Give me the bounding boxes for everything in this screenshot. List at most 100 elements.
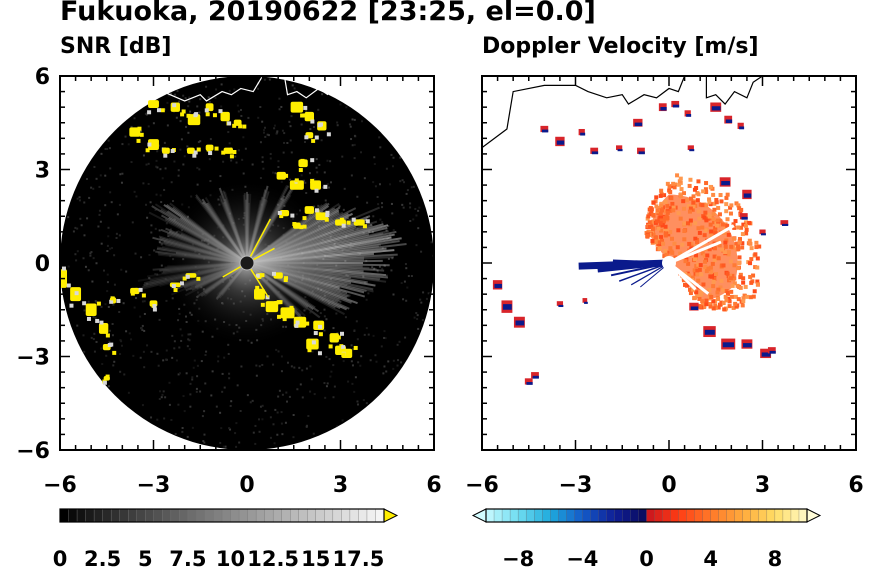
velocity-echo-navy bbox=[660, 107, 667, 111]
velocity-colorbar-cell bbox=[606, 508, 615, 523]
snr-noise-pixel bbox=[277, 160, 280, 163]
velocity-positive-cell bbox=[686, 204, 691, 209]
snr-noise-pixel bbox=[108, 340, 111, 343]
snr-noise-pixel bbox=[105, 354, 108, 357]
snr-noise-pixel bbox=[130, 338, 133, 341]
snr-noise-pixel bbox=[269, 157, 272, 160]
snr-echo-speckle bbox=[206, 147, 211, 152]
velocity-positive-cell bbox=[725, 217, 730, 222]
snr-noise-pixel bbox=[273, 124, 276, 127]
velocity-positive-cell bbox=[738, 275, 743, 280]
snr-noise-pixel bbox=[187, 333, 190, 336]
velocity-positive-cell bbox=[723, 244, 728, 249]
velocity-positive-cell bbox=[712, 276, 717, 281]
velocity-positive-cell bbox=[748, 241, 753, 246]
snr-noise-pixel bbox=[102, 269, 105, 272]
velocity-positive-cell bbox=[703, 265, 708, 270]
snr-echo-speckle bbox=[300, 158, 305, 163]
snr-noise-pixel bbox=[374, 354, 377, 357]
snr-noise-pixel bbox=[254, 424, 257, 427]
snr-echo-speckle bbox=[139, 132, 144, 137]
snr-echo-speckle bbox=[310, 158, 315, 163]
velocity-positive-cell bbox=[708, 265, 713, 270]
velocity-positive-cell bbox=[691, 200, 696, 205]
snr-noise-pixel bbox=[83, 234, 86, 237]
velocity-positive-cell bbox=[663, 233, 668, 238]
snr-noise-pixel bbox=[341, 249, 344, 252]
snr-echo-speckle bbox=[323, 184, 328, 189]
velocity-negative-beams bbox=[578, 259, 670, 288]
snr-noise-pixel bbox=[369, 359, 372, 362]
snr-noise-pixel bbox=[115, 236, 118, 239]
snr-echo-speckle bbox=[255, 285, 260, 290]
snr-noise-pixel bbox=[203, 433, 206, 436]
snr-colorbar-cell bbox=[298, 508, 308, 523]
snr-noise-pixel bbox=[143, 312, 146, 315]
snr-noise-pixel bbox=[156, 166, 159, 169]
snr-noise-pixel bbox=[415, 311, 418, 314]
velocity-colorbar-cell bbox=[517, 508, 527, 523]
snr-noise-pixel bbox=[120, 344, 123, 347]
snr-noise-pixel bbox=[359, 364, 362, 367]
snr-noise-pixel bbox=[385, 370, 388, 373]
velocity-positive-cell bbox=[725, 223, 730, 228]
velocity-positive-cell bbox=[689, 241, 694, 246]
snr-noise-pixel bbox=[312, 125, 315, 128]
snr-echo-speckle bbox=[302, 224, 307, 229]
velocity-colorbar-cell bbox=[566, 508, 575, 523]
snr-noise-pixel bbox=[391, 165, 394, 168]
snr-axis-ticks: −6 −3 0 3 6 6 3 0 −3 −6 bbox=[16, 65, 441, 498]
snr-noise-pixel bbox=[158, 229, 161, 232]
snr-noise-pixel bbox=[313, 178, 316, 181]
y-tick-label: −3 bbox=[16, 346, 50, 371]
snr-noise-pixel bbox=[178, 372, 181, 375]
snr-echo-cell bbox=[220, 111, 230, 122]
velocity-positive-cell bbox=[654, 219, 659, 224]
velocity-positive-cell bbox=[679, 187, 684, 192]
snr-noise-pixel bbox=[280, 422, 283, 425]
snr-noise-pixel bbox=[311, 350, 314, 353]
velocity-positive-cell bbox=[739, 207, 744, 212]
snr-noise-pixel bbox=[133, 306, 136, 309]
snr-noise-pixel bbox=[261, 156, 264, 159]
snr-echo-cell bbox=[254, 288, 265, 300]
snr-noise-pixel bbox=[293, 87, 296, 90]
snr-noise-pixel bbox=[150, 350, 153, 353]
snr-noise-pixel bbox=[90, 336, 93, 339]
snr-noise-pixel bbox=[291, 84, 294, 87]
snr-noise-pixel bbox=[257, 87, 260, 90]
snr-noise-pixel bbox=[348, 123, 351, 126]
velocity-positive-cell bbox=[735, 303, 740, 308]
snr-noise-pixel bbox=[375, 360, 378, 363]
snr-echo-speckle bbox=[152, 304, 157, 309]
snr-echo-speckle bbox=[255, 273, 260, 278]
velocity-positive-cell bbox=[688, 177, 693, 182]
snr-noise-pixel bbox=[280, 180, 283, 183]
snr-colorbar-cell bbox=[153, 508, 163, 523]
snr-noise-pixel bbox=[236, 384, 239, 387]
snr-noise-pixel bbox=[278, 97, 281, 100]
snr-echo-speckle bbox=[318, 324, 323, 329]
velocity-positive-cell bbox=[688, 222, 693, 227]
snr-noise-pixel bbox=[341, 419, 344, 422]
velocity-positive-cell bbox=[749, 257, 754, 262]
snr-noise-pixel bbox=[304, 141, 307, 144]
velocity-colorbar-cell bbox=[558, 508, 567, 523]
snr-noise-pixel bbox=[177, 319, 180, 322]
snr-noise-pixel bbox=[106, 148, 109, 151]
velocity-positive-cell bbox=[647, 220, 652, 225]
snr-echo-speckle bbox=[238, 124, 243, 129]
snr-noise-pixel bbox=[286, 361, 289, 364]
snr-noise-pixel bbox=[143, 300, 146, 303]
velocity-positive-cell bbox=[659, 188, 664, 193]
snr-noise-pixel bbox=[188, 100, 191, 103]
velocity-positive-cell bbox=[732, 276, 737, 281]
snr-echo-speckle bbox=[232, 123, 237, 128]
velocity-positive-cell bbox=[740, 241, 745, 246]
velocity-colorbar-cell bbox=[718, 508, 728, 523]
velocity-positive-cell bbox=[661, 219, 666, 224]
velocity-positive-cell bbox=[711, 279, 716, 284]
snr-noise-pixel bbox=[106, 244, 109, 247]
snr-noise-pixel bbox=[237, 149, 240, 152]
snr-echo-speckle bbox=[204, 108, 209, 113]
